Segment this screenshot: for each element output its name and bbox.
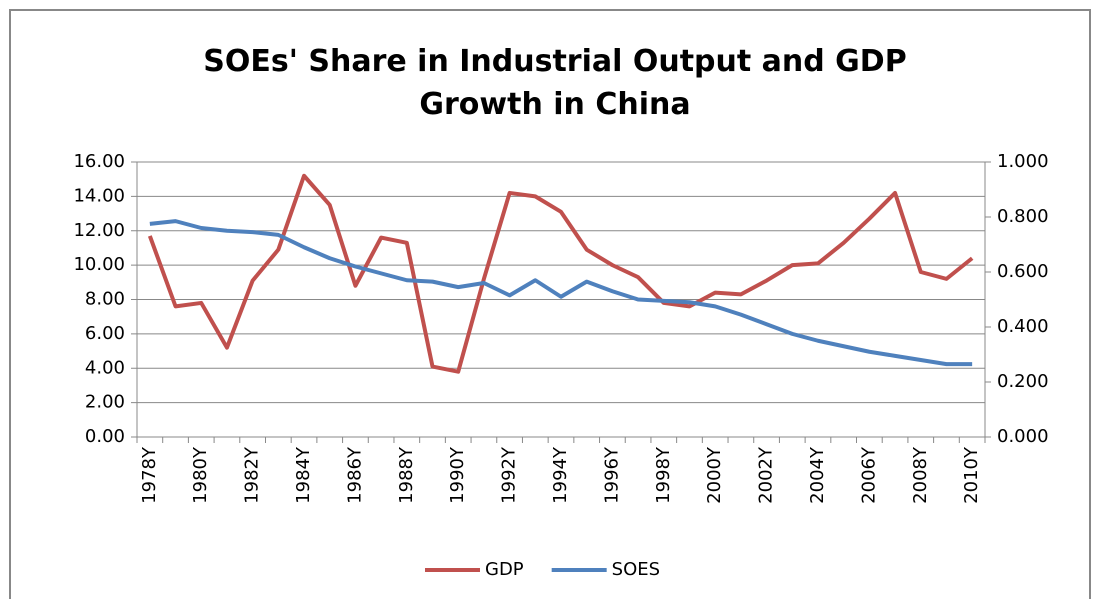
y2-tick-label: 0.000 xyxy=(997,426,1049,447)
x-tick-label: 1996Y xyxy=(601,446,622,504)
legend-label: SOES xyxy=(612,559,660,580)
x-tick-label: 1980Y xyxy=(190,446,211,504)
y-tick-label: 2.00 xyxy=(85,392,125,413)
y-tick-label: 12.00 xyxy=(73,220,125,241)
x-tick-label: 2006Y xyxy=(858,446,879,504)
x-tick-label: 1978Y xyxy=(139,446,160,504)
x-tick-label: 1992Y xyxy=(499,446,520,504)
y2-tick-label: 0.800 xyxy=(997,206,1049,227)
x-tick-label: 1984Y xyxy=(293,446,314,504)
x-tick-label: 1998Y xyxy=(653,446,674,504)
x-tick-label: 1990Y xyxy=(447,446,468,504)
y2-tick-label: 0.400 xyxy=(997,316,1049,337)
x-tick-label: 2000Y xyxy=(704,446,725,504)
y-tick-label: 6.00 xyxy=(85,323,125,344)
x-tick-label: 1988Y xyxy=(396,446,417,504)
x-tick-label: 2002Y xyxy=(756,446,777,504)
x-tick-label: 2010Y xyxy=(961,446,982,504)
y-tick-label: 8.00 xyxy=(85,289,125,310)
y2-tick-label: 0.600 xyxy=(997,261,1049,282)
y-tick-label: 4.00 xyxy=(85,357,125,378)
y-tick-label: 16.00 xyxy=(73,151,125,172)
y2-tick-label: 0.200 xyxy=(997,371,1049,392)
y-tick-label: 10.00 xyxy=(73,254,125,275)
y-tick-label: 14.00 xyxy=(73,185,125,206)
x-tick-label: 1986Y xyxy=(344,446,365,504)
x-tick-label: 1994Y xyxy=(550,446,571,504)
x-tick-label: 1982Y xyxy=(242,446,263,504)
chart-title: SOEs' Share in Industrial Output and GDP… xyxy=(203,44,906,122)
x-tick-label: 2004Y xyxy=(807,446,828,504)
y2-tick-label: 1.000 xyxy=(997,151,1049,172)
series-line xyxy=(147,173,974,374)
x-tick-label: 2008Y xyxy=(910,446,931,504)
series-line xyxy=(149,219,973,367)
legend-label: GDP xyxy=(485,559,524,580)
y-tick-label: 0.00 xyxy=(85,426,125,447)
